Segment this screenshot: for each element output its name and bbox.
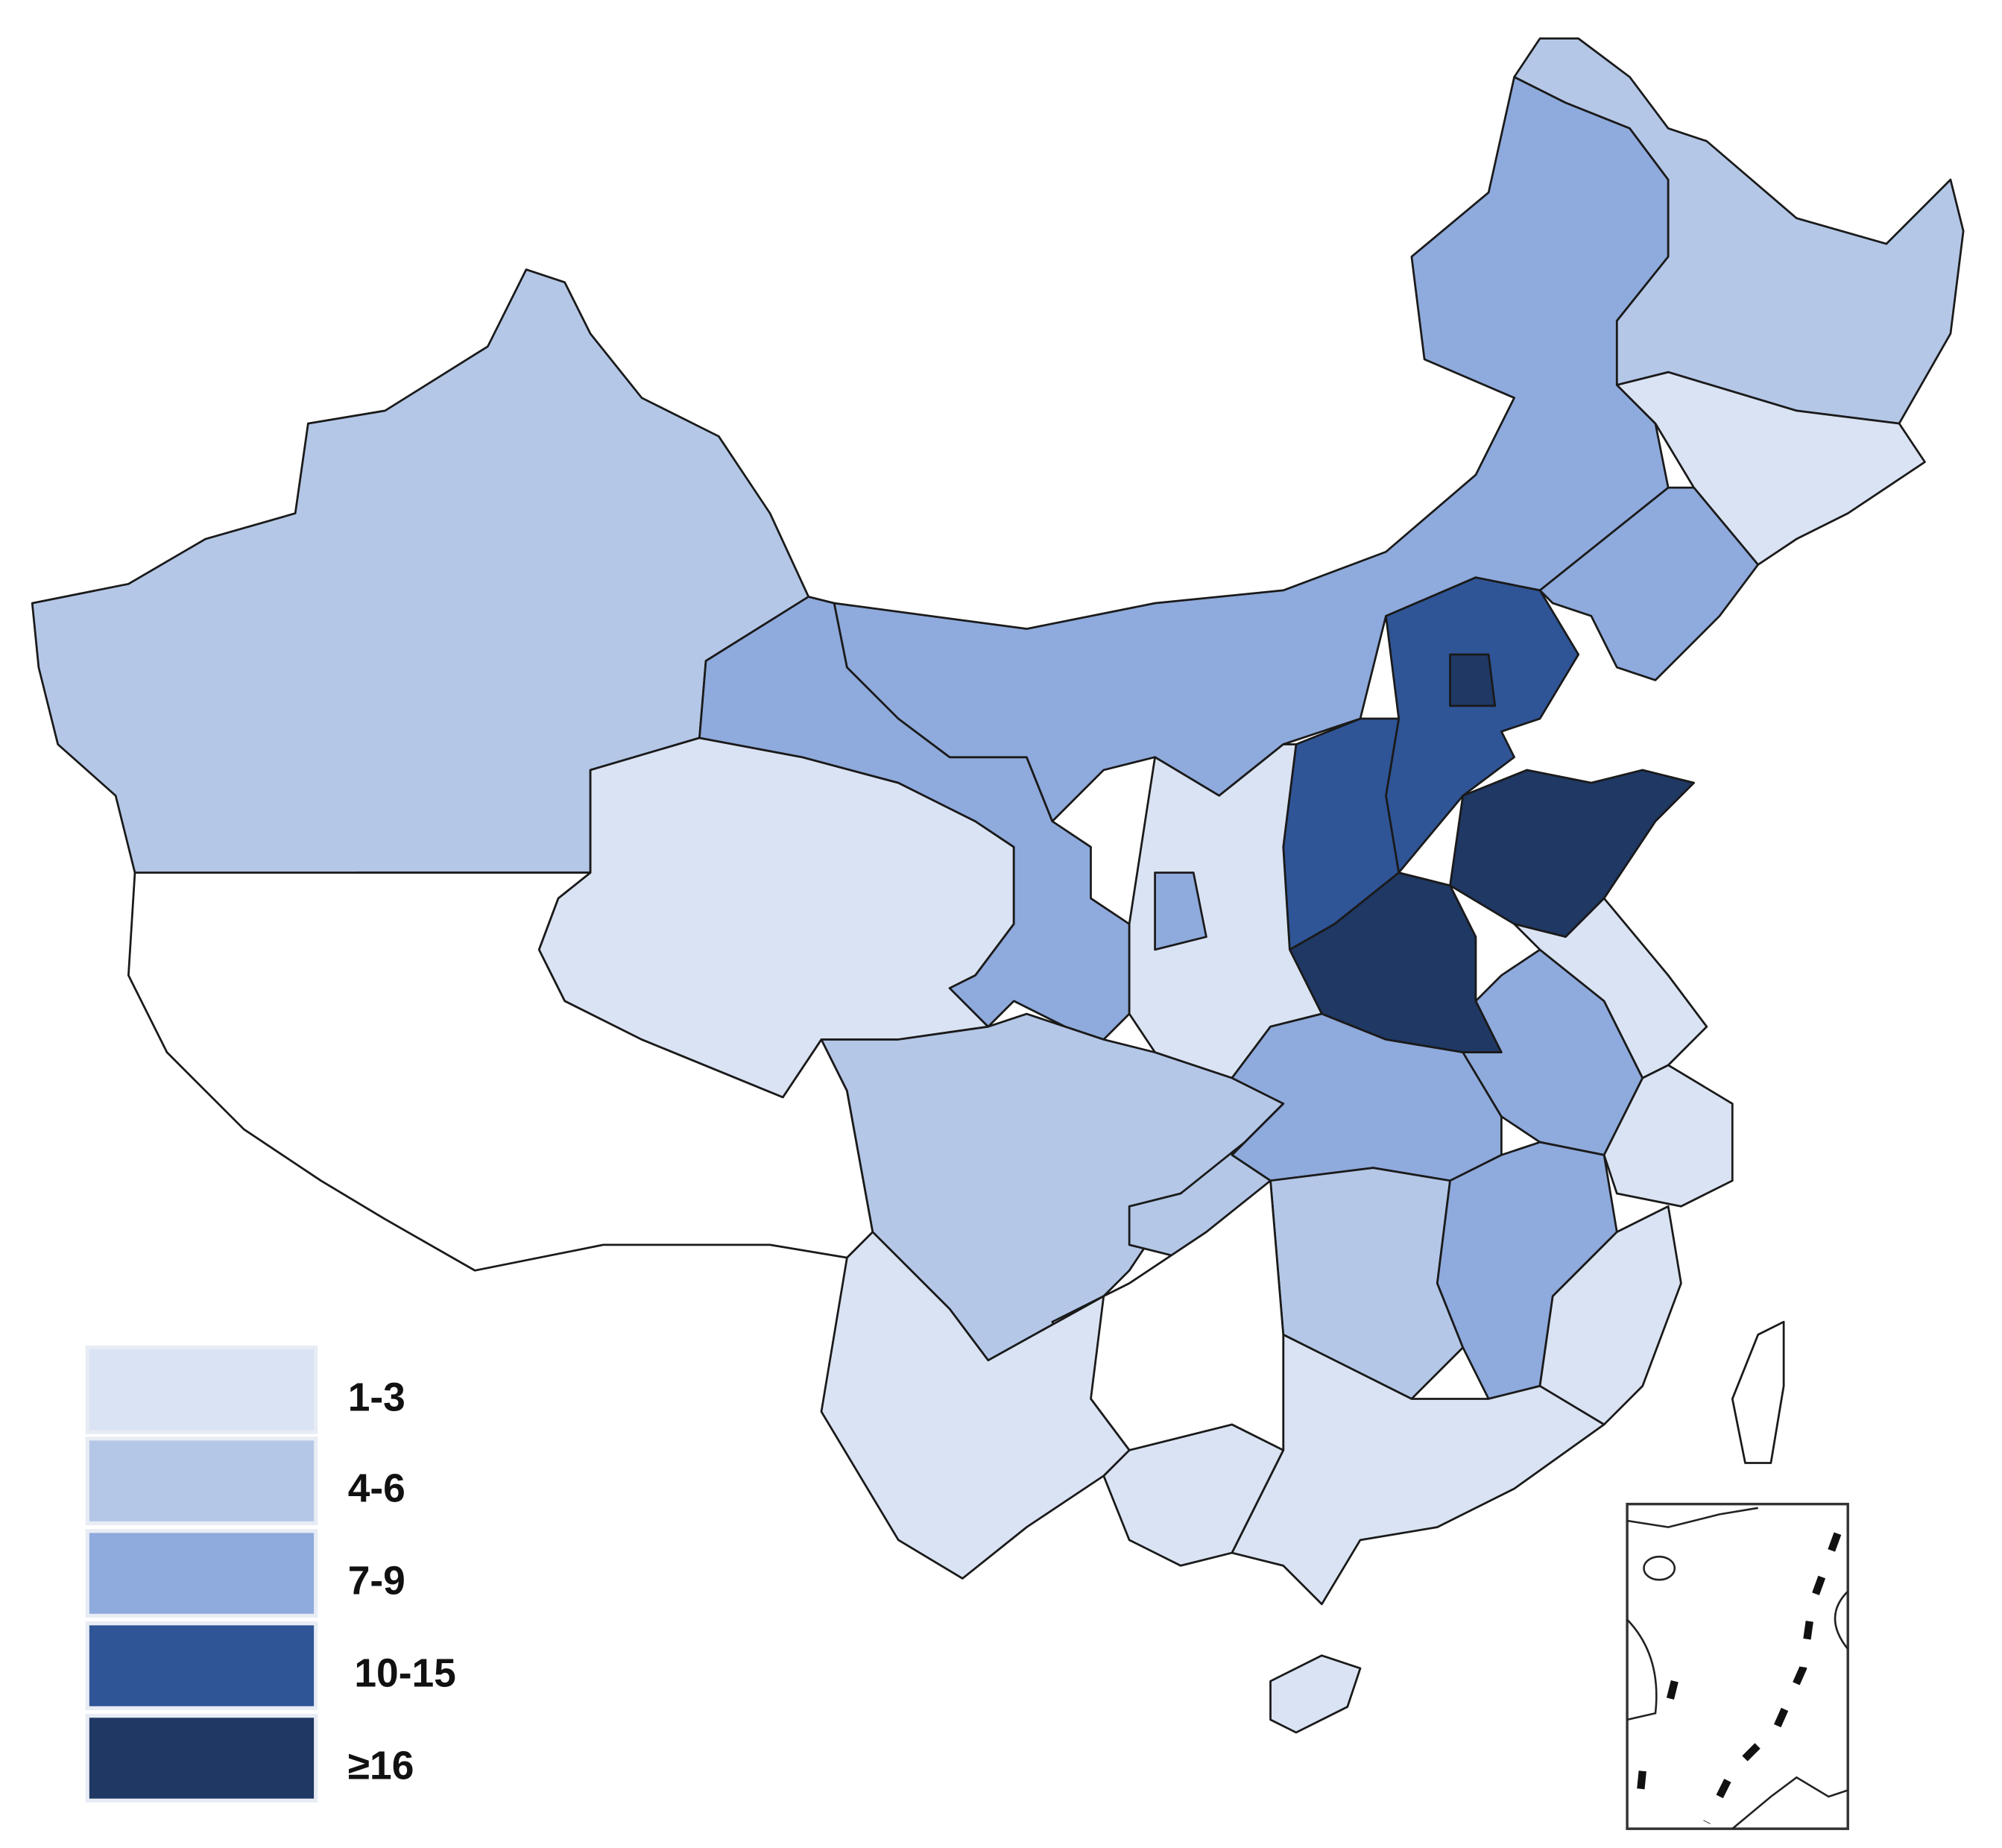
inset-boundary xyxy=(1636,1532,1842,1824)
province xyxy=(1128,1103,1285,1259)
inset-coast xyxy=(1626,1618,1658,1721)
legend-label: 4-6 xyxy=(348,1467,405,1511)
province xyxy=(1538,1205,1682,1426)
inset-coast xyxy=(1731,1776,1848,1830)
legend: 1-3 4-6 7-9 10-15 ≥16 xyxy=(85,1346,456,1803)
legend-swatch xyxy=(85,1437,318,1526)
province xyxy=(1154,871,1207,951)
province xyxy=(1449,769,1696,939)
inset-island xyxy=(1643,1555,1676,1581)
legend-swatch xyxy=(85,1621,318,1710)
province xyxy=(1269,1654,1362,1734)
inset-coast xyxy=(1834,1590,1849,1650)
legend-label: ≥16 xyxy=(348,1744,414,1788)
legend-swatch xyxy=(85,1714,318,1803)
province xyxy=(1602,1064,1734,1208)
inset xyxy=(1626,1502,1849,1830)
province xyxy=(1449,653,1497,707)
legend-label: 10-15 xyxy=(354,1651,455,1695)
province xyxy=(820,1231,1131,1580)
legend-label: 7-9 xyxy=(348,1559,405,1603)
inset-frame xyxy=(1626,1502,1849,1830)
legend-swatch xyxy=(85,1529,318,1618)
provinces xyxy=(31,37,1965,1734)
province xyxy=(1513,897,1708,1079)
province xyxy=(1615,370,1926,566)
province xyxy=(1538,486,1760,681)
province xyxy=(1731,1320,1785,1464)
inset-coast xyxy=(1626,1507,1758,1528)
legend-swatch xyxy=(85,1346,318,1434)
province xyxy=(1513,37,1965,425)
legend-label: 1-3 xyxy=(348,1375,405,1419)
